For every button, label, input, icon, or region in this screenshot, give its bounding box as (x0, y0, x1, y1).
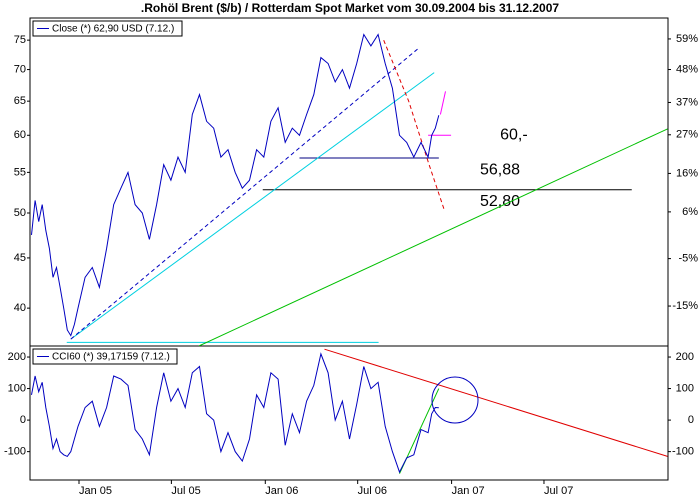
trendline (439, 91, 446, 115)
y-tick-label: 0 (20, 414, 26, 426)
y2-tick-label: 200 (676, 351, 694, 363)
y2-tick-label: -5% (678, 253, 698, 265)
y-tick-label: 70 (14, 63, 26, 75)
x-tick-label: Jan 05 (79, 485, 112, 497)
highlight-circle (431, 376, 479, 424)
y2-tick-label: -100 (672, 446, 694, 458)
axes: 40 45 50 55 60 65 70 75 59% 48% 37% 27% 16% 6% -5% -15%… (4, 20, 698, 497)
y-tick-label: 75 (14, 34, 26, 46)
x-tick-label: Jan 06 (265, 485, 298, 497)
y-tick-label: -100 (4, 446, 26, 458)
legend-box (32, 20, 183, 37)
series-line (31, 33, 440, 337)
series-line (31, 352, 439, 474)
legend-label: Close (*) 62,90 USD (7.12.) (52, 24, 174, 35)
trendline (70, 72, 435, 340)
level-label: 60,- (500, 126, 528, 143)
y2-tick-label: 6% (682, 206, 698, 218)
x-tick-label: Jan 07 (452, 485, 485, 497)
x-tick-label: Jul 06 (358, 485, 387, 497)
legend-label: CCI60 (*) 39,17159 (7.12.) (52, 352, 170, 363)
y-tick-label: 65 (14, 95, 26, 107)
level-label: 36,91 (408, 346, 448, 363)
y-tick-label: 200 (8, 351, 26, 363)
y-tick-label: 60 (14, 129, 26, 141)
x-tick-label: Jul 05 (171, 485, 200, 497)
y-tick-label: 100 (8, 382, 26, 394)
y2-tick-label: -15% (672, 300, 698, 312)
y2-tick-label: 0 (688, 414, 694, 426)
y2-tick-label: 37% (676, 96, 698, 108)
level-label: 56,88 (480, 161, 520, 178)
trendline (324, 348, 668, 457)
chart-title: .Rohöl Brent ($/b) / Rotterdam Spot Mark… (141, 1, 559, 15)
y2-tick-label: 100 (676, 382, 694, 394)
trendline (70, 48, 419, 340)
y2-tick-label: 27% (676, 129, 698, 141)
level-label: 52,80 (480, 193, 520, 210)
y-tick-label: 50 (14, 207, 26, 219)
y2-tick-label: 59% (676, 33, 698, 45)
y-tick-label: 45 (14, 252, 26, 264)
trendline (198, 128, 668, 346)
y-tick-label: 40 (14, 302, 26, 314)
y2-tick-label: 48% (676, 63, 698, 75)
price-plot: 60,- 56,88 52,80 36,91 (31, 33, 668, 363)
trendline (383, 40, 445, 209)
cci-panel (29, 345, 669, 481)
y-tick-label: 55 (14, 166, 26, 178)
y2-tick-label: 16% (676, 167, 698, 179)
legend-box (32, 348, 178, 365)
x-tick-label: Jul 07 (544, 485, 573, 497)
